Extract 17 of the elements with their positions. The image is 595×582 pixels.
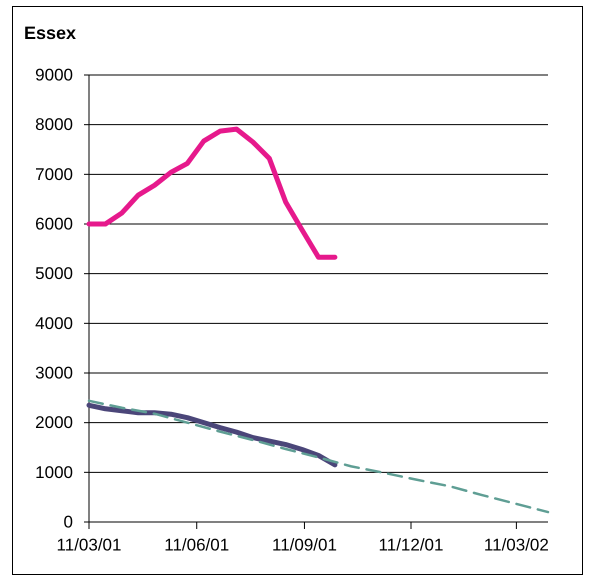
- x-tick-label: 11/03/02: [484, 536, 549, 555]
- y-tick-label: 9000: [35, 65, 73, 84]
- y-tick-label: 4000: [35, 314, 73, 333]
- line-series: [88, 400, 550, 514]
- x-tick-label: 11/09/01: [272, 536, 337, 555]
- x-tick-label: 11/03/01: [56, 536, 122, 555]
- y-tick-label: 3000: [35, 363, 73, 382]
- y-tick-label: 6000: [35, 214, 73, 234]
- y-tick-label: 2000: [35, 413, 73, 432]
- y-tick-label: 7000: [35, 164, 73, 184]
- x-tick-label: 11/12/01: [378, 536, 444, 555]
- chart-title: Essex: [24, 23, 76, 43]
- y-tick-label: 5000: [35, 264, 73, 284]
- x-tick-label: 11/06/01: [164, 536, 230, 555]
- y-tick-label: 0: [64, 512, 73, 532]
- y-tick-label: 8000: [35, 115, 73, 134]
- y-tick-label: 1000: [35, 462, 73, 482]
